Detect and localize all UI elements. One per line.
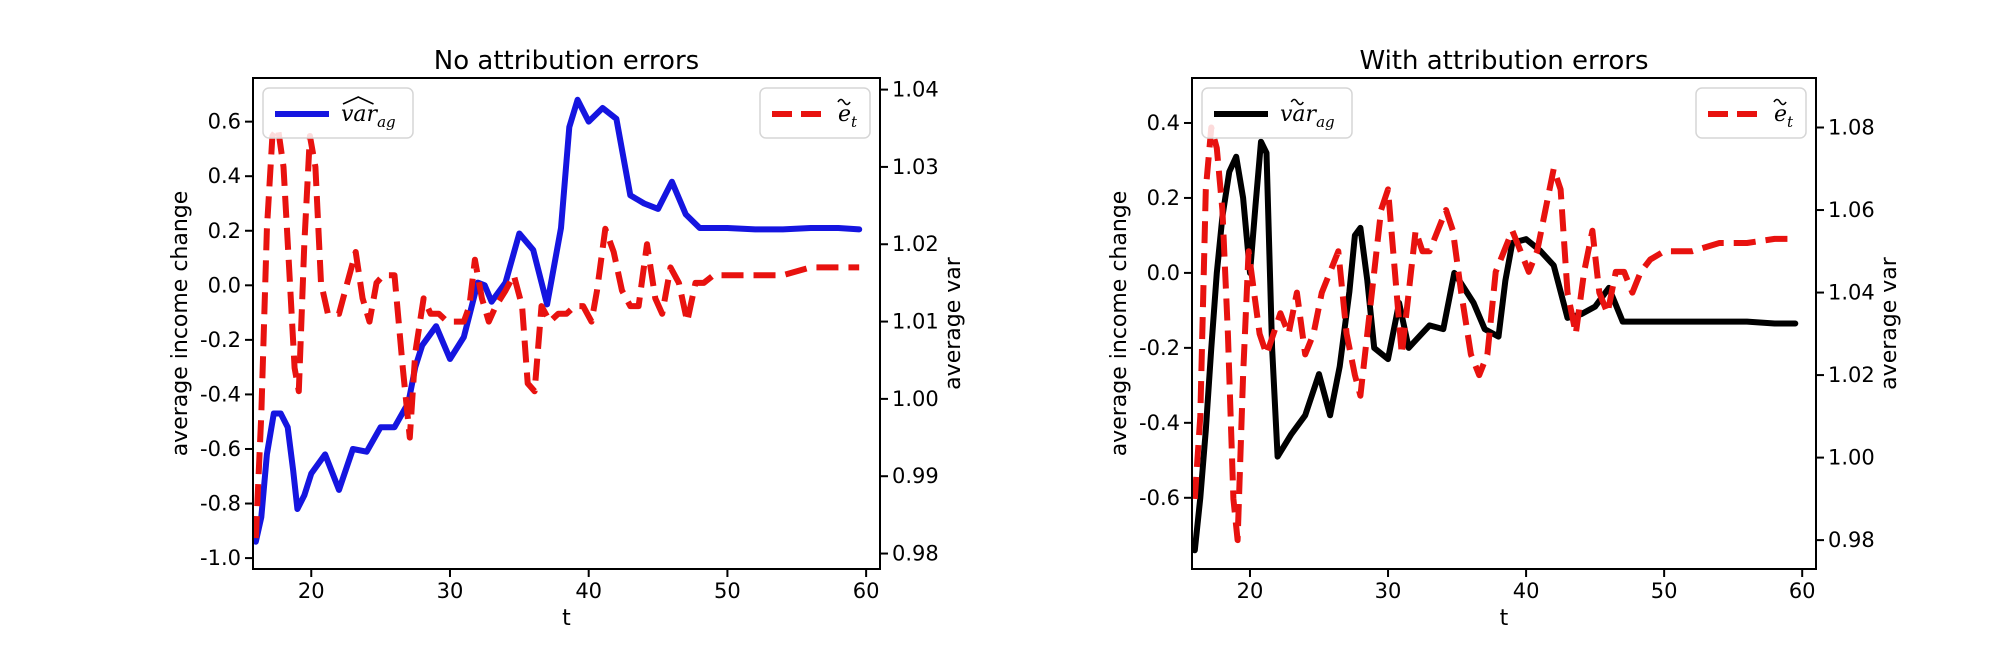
y-tick-label-left: 0.2: [208, 219, 241, 243]
legend-hat-mark: [342, 96, 374, 105]
x-tick-label: 20: [298, 579, 325, 603]
legend-label: et: [1774, 102, 1794, 131]
y-tick-label-right: 1.06: [1828, 198, 1875, 222]
x-tick-label: 30: [1375, 579, 1402, 603]
legend-box: [262, 87, 414, 139]
panel-with-attribution-errors: 20 30 40 50 60 -0.6 -0.4 -0.2 0.0 0.2 0.4 0.98 1.00 1…: [1107, 46, 1902, 631]
legend-left: varag: [1201, 87, 1353, 139]
y-tick-label-right: 0.98: [1828, 528, 1875, 552]
legend-right: et: [1695, 87, 1807, 139]
series-group: [253, 96, 863, 545]
y-tick-label-right: 1.08: [1828, 116, 1875, 140]
legend-tilde-mark: [1773, 98, 1787, 106]
series-line-right: [253, 125, 860, 539]
y-axis-label-right: average var: [1877, 256, 1902, 390]
y-tick-label-left: -0.8: [200, 492, 241, 516]
legend-label: varag: [341, 102, 396, 131]
legend-box: [1201, 87, 1353, 139]
x-tick-label: 60: [1789, 579, 1816, 603]
y-tick-label-right: 1.00: [892, 387, 939, 411]
y-tick-label-left: 0.0: [1147, 261, 1180, 285]
y-tick-label-left: -0.2: [200, 328, 241, 352]
y-tick-label-left: -0.6: [200, 437, 241, 461]
y-tick-label-right: 1.00: [1828, 446, 1875, 470]
y-tick-label-left: -1.0: [200, 546, 241, 570]
y-tick-label-left: 0.4: [1147, 111, 1180, 135]
y-tick-label-right: 0.99: [892, 464, 939, 488]
legend-left: varag: [262, 87, 414, 139]
legend-tilde-mark: [1290, 98, 1304, 106]
x-axis-label: t: [1500, 606, 1509, 631]
y-tick-label-right: 1.03: [892, 155, 939, 179]
y-tick-label-right: 1.04: [892, 78, 939, 102]
plot-frame: [252, 77, 881, 570]
y-tick-label-right: 1.01: [892, 310, 939, 334]
y-tick-label-right: 1.02: [892, 232, 939, 256]
legend-tilde-mark: [837, 98, 851, 106]
y-tick-label-left: -0.2: [1139, 336, 1180, 360]
y-tick-label-right: 0.98: [892, 542, 939, 566]
y-axis-label-right: average var: [941, 256, 966, 390]
plot-frame: [1191, 77, 1817, 570]
y-tick-label-left: -0.6: [1139, 486, 1180, 510]
y-tick-label-left: -0.4: [1139, 411, 1180, 435]
series-line-left: [253, 96, 863, 545]
y-axis-label-left: average income change: [168, 191, 193, 457]
x-tick-label: 30: [437, 579, 464, 603]
y-tick-label-left: 0.4: [208, 164, 241, 188]
chart-title: With attribution errors: [1359, 46, 1648, 76]
legend-label: et: [838, 102, 858, 131]
x-tick-label: 20: [1237, 579, 1264, 603]
y-tick-label-right: 1.02: [1828, 363, 1875, 387]
chart-title: No attribution errors: [434, 46, 699, 76]
x-tick-label: 40: [575, 579, 602, 603]
x-axis-label: t: [562, 606, 571, 631]
x-tick-label: 40: [1513, 579, 1540, 603]
series-group: [1192, 124, 1799, 554]
y-axis-label-left: average income change: [1107, 191, 1132, 457]
y-tick-label-left: 0.2: [1147, 186, 1180, 210]
y-tick-label-left: -0.4: [200, 382, 241, 406]
legend-right: et: [759, 87, 871, 139]
y-tick-label-right: 1.04: [1828, 281, 1875, 305]
panel-no-attribution-errors: 20 30 40 50 60 -1.0 -0.8 -0.6 -0.4 -0.2 0.0 0.2 0.4 0…: [168, 46, 966, 631]
x-tick-label: 50: [1651, 579, 1678, 603]
series-line-right: [1192, 124, 1796, 544]
x-tick-label: 60: [853, 579, 880, 603]
legend-label: varag: [1280, 102, 1335, 131]
y-tick-label-left: 0.0: [208, 273, 241, 297]
y-tick-label-left: 0.6: [208, 110, 241, 134]
series-line-left: [1192, 138, 1799, 554]
x-tick-label: 50: [714, 579, 741, 603]
